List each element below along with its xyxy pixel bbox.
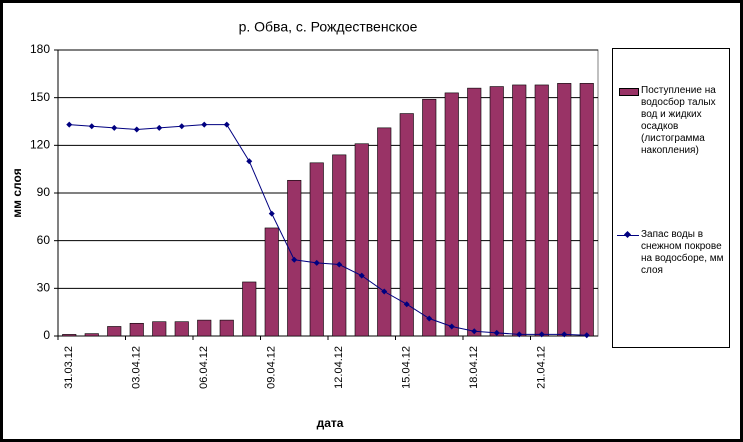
marker (88, 123, 95, 130)
bar (444, 92, 459, 337)
marker (426, 315, 433, 322)
marker (471, 328, 478, 335)
y-tick-label: 90 (37, 185, 51, 199)
bar (512, 84, 527, 337)
bar (377, 127, 392, 337)
bar (84, 333, 99, 337)
legend-label: Запас воды в снежном покрове на водосбор… (641, 229, 724, 276)
legend-item: Запас воды в снежном покрове на водосбор… (617, 229, 727, 277)
bar (332, 154, 347, 337)
x-tick-label: 06.04.12 (198, 346, 210, 389)
bar (534, 84, 549, 337)
bar (264, 227, 279, 337)
bar (579, 83, 594, 337)
y-tick-label: 120 (30, 138, 50, 152)
x-tick-label: 15.04.12 (401, 346, 413, 389)
marker (313, 259, 320, 266)
bar (422, 98, 437, 337)
legend-item: Поступление на водосбор талых вод и жидк… (617, 85, 727, 157)
marker (448, 323, 455, 330)
marker (381, 288, 388, 295)
x-tick-label: 03.04.12 (131, 346, 143, 389)
marker (493, 329, 500, 336)
y-tick-label: 30 (37, 281, 51, 295)
bar (107, 326, 122, 337)
marker (201, 121, 208, 128)
marker (358, 272, 365, 279)
marker (336, 261, 343, 268)
bar (489, 86, 504, 337)
legend: Поступление на водосбор талых вод и жидк… (612, 48, 730, 348)
marker (516, 331, 523, 338)
line (69, 124, 587, 336)
x-tick-label: 09.04.12 (266, 346, 278, 389)
bar (174, 321, 189, 337)
x-tick-label: 21.04.12 (536, 346, 548, 389)
legend-swatch (617, 229, 641, 241)
marker (223, 121, 230, 128)
marker (268, 210, 275, 217)
bar (467, 87, 482, 337)
bar (129, 322, 144, 337)
marker (156, 124, 163, 131)
bar (309, 162, 324, 337)
bar (399, 113, 414, 337)
legend-label: Поступление на водосбор талых вод и жидк… (641, 85, 716, 156)
legend-swatch (617, 85, 641, 97)
marker (561, 331, 568, 338)
bar (152, 321, 167, 337)
bar (62, 334, 77, 337)
marker (583, 332, 590, 339)
marker (66, 121, 73, 128)
marker (111, 124, 118, 131)
x-tick-label: 18.04.12 (468, 346, 480, 389)
bar (242, 281, 257, 337)
bar (557, 83, 572, 337)
bar (219, 319, 234, 337)
y-tick-label: 180 (30, 42, 50, 56)
y-tick-label: 0 (43, 328, 50, 342)
chart-title: р. Обва, с. Рождественское (239, 19, 418, 35)
x-axis-label: дата (317, 416, 344, 430)
y-axis-label: мм слоя (10, 168, 24, 217)
y-tick-label: 150 (30, 90, 50, 104)
marker (246, 158, 253, 165)
bar (354, 143, 369, 337)
y-tick-label: 60 (37, 233, 51, 247)
x-tick-label: 12.04.12 (333, 346, 345, 389)
marker (133, 126, 140, 133)
marker (178, 123, 185, 130)
marker (403, 301, 410, 308)
marker (291, 256, 298, 263)
bar (197, 319, 212, 337)
marker (538, 331, 545, 338)
x-tick-label: 31.03.12 (63, 346, 75, 389)
